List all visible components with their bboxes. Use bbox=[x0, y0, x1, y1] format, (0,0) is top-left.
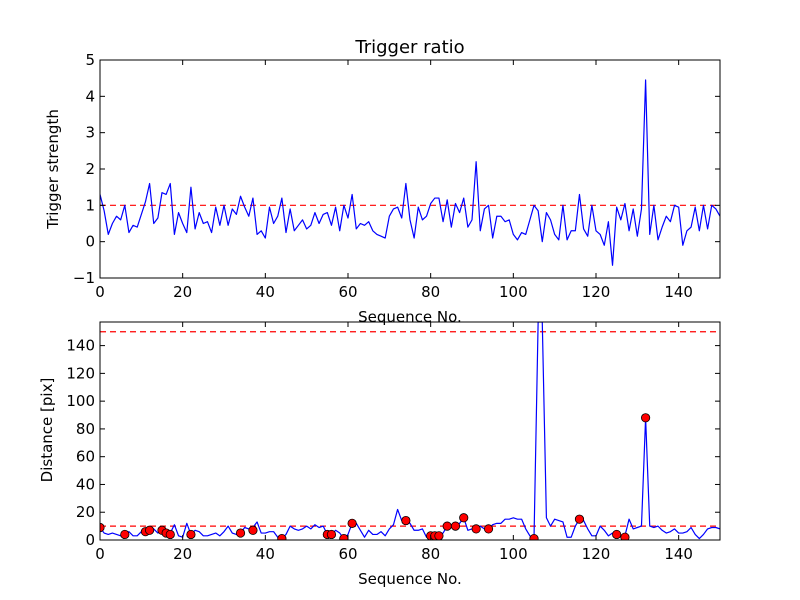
y-tick-label: −1 bbox=[73, 269, 95, 287]
y-tick-label: 4 bbox=[85, 87, 95, 105]
data-point bbox=[612, 529, 622, 540]
x-tick-label: 80 bbox=[421, 545, 440, 563]
y-tick-label: 1 bbox=[85, 196, 95, 214]
data-point bbox=[326, 529, 337, 540]
data-point bbox=[186, 529, 196, 540]
x-tick-label: 80 bbox=[421, 283, 440, 301]
y-tick-label: 120 bbox=[66, 364, 95, 382]
y-tick-label: 100 bbox=[66, 392, 95, 410]
x-tick-label: 140 bbox=[664, 283, 693, 301]
data-point bbox=[434, 531, 444, 540]
x-tick-label: 120 bbox=[582, 283, 611, 301]
x-tick-label: 60 bbox=[338, 545, 357, 563]
x-tick-label: 0 bbox=[95, 283, 105, 301]
data-point bbox=[459, 513, 469, 523]
x-tick-label: 100 bbox=[499, 545, 528, 563]
data-point bbox=[620, 532, 630, 540]
series-line bbox=[100, 79, 720, 266]
data-point bbox=[120, 529, 130, 540]
data-point bbox=[574, 514, 585, 524]
y-tick-label: 40 bbox=[76, 475, 95, 493]
y-tick-label: 140 bbox=[66, 337, 95, 355]
y-tick-label: 60 bbox=[76, 448, 95, 466]
data-point bbox=[165, 529, 175, 540]
y-tick-label: 20 bbox=[76, 503, 95, 521]
data-point bbox=[347, 518, 357, 528]
y-axis-label: Trigger strength bbox=[44, 109, 62, 230]
x-tick-label: 40 bbox=[256, 283, 275, 301]
data-point bbox=[450, 521, 461, 531]
y-axis-label: Distance [pix] bbox=[38, 378, 56, 483]
chart-title: Trigger ratio bbox=[354, 37, 464, 58]
y-tick-label: 3 bbox=[85, 124, 95, 142]
data-point bbox=[145, 525, 155, 535]
y-tick-label: 2 bbox=[85, 160, 95, 178]
distance-chart: 0 20 40 60 80 100 120 140 0 20 40 60 80 100 120 140 Seq… bbox=[38, 321, 721, 588]
data-point bbox=[640, 413, 651, 423]
x-axis-label: Sequence No. bbox=[358, 308, 462, 326]
data-point bbox=[277, 534, 287, 540]
trigger-ratio-chart: Trigger ratio 0 20 40 60 80 100 120 140−1012345… bbox=[44, 37, 721, 326]
y-tick-label: 0 bbox=[85, 233, 95, 251]
plot-clip-group bbox=[100, 322, 720, 540]
plot-clip-group bbox=[100, 79, 720, 266]
trigger-ratio-plot-area bbox=[100, 79, 720, 266]
x-tick-label: 0 bbox=[95, 545, 105, 563]
x-tick-label: 120 bbox=[582, 545, 611, 563]
x-tick-label: 20 bbox=[173, 545, 192, 563]
y-tick-label: 5 bbox=[85, 51, 95, 69]
x-tick-label: 60 bbox=[338, 283, 357, 301]
distance-ticks: 0 20 40 60 80 100 120 140 0 20 40 60 80 100 120 140 bbox=[66, 322, 720, 563]
y-tick-label: 0 bbox=[85, 531, 95, 549]
data-point bbox=[529, 534, 539, 540]
data-point bbox=[235, 528, 246, 538]
x-tick-label: 100 bbox=[499, 283, 528, 301]
data-point bbox=[471, 524, 481, 534]
distance-axes-frame bbox=[99, 321, 721, 541]
x-axis-label: Sequence No. bbox=[358, 570, 462, 588]
data-point bbox=[442, 521, 452, 531]
x-tick-label: 140 bbox=[664, 545, 693, 563]
data-point bbox=[401, 515, 411, 526]
x-tick-label: 20 bbox=[173, 283, 192, 301]
distance-plot-area bbox=[100, 322, 720, 540]
y-tick-label: 80 bbox=[76, 420, 95, 438]
data-point bbox=[248, 525, 258, 535]
data-point bbox=[483, 524, 494, 534]
x-tick-label: 40 bbox=[256, 545, 275, 563]
